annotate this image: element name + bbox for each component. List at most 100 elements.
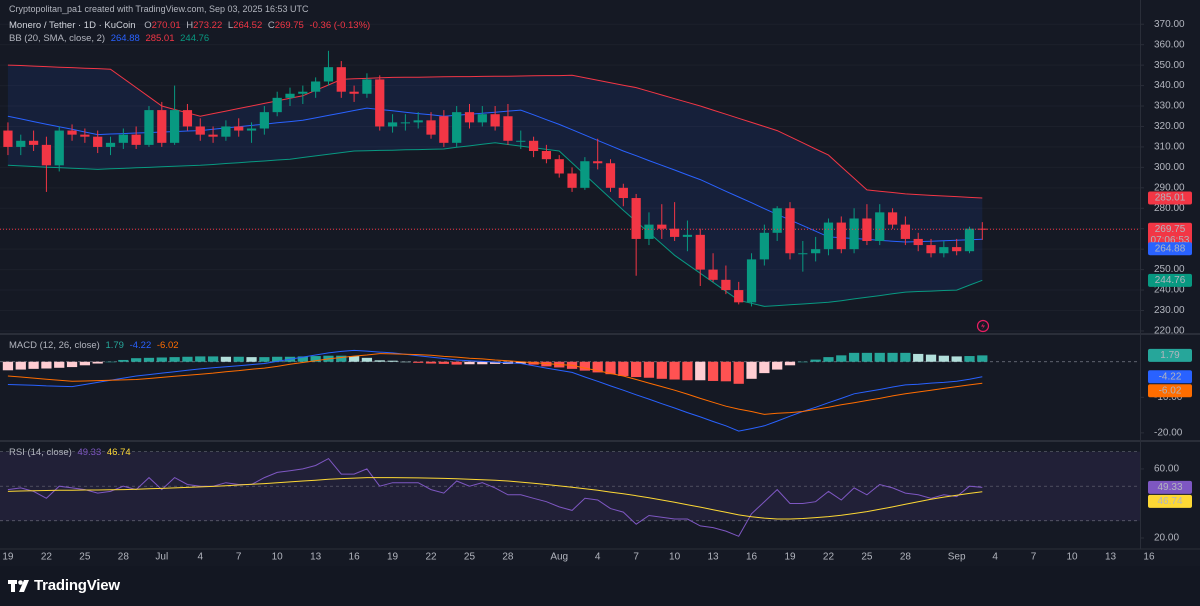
value-box (1148, 222, 1192, 247)
y-tick-label: 360.00 (1154, 39, 1185, 50)
candle-body (105, 142, 116, 147)
candle-body (541, 151, 552, 160)
candle-body (503, 116, 513, 141)
candle-body (387, 122, 398, 127)
candle-body (375, 79, 385, 127)
candle-body (977, 228, 987, 230)
x-tick-label: Sep (948, 552, 966, 563)
histogram-bar (746, 361, 757, 379)
histogram-bar (784, 361, 796, 366)
value-box (1148, 370, 1192, 384)
histogram-bar (182, 356, 193, 362)
x-tick-label: 10 (272, 552, 284, 563)
candle-body (118, 134, 128, 143)
change: -0.36 (-0.13%) (309, 20, 371, 31)
logo-part (11, 580, 15, 592)
candle-body (785, 208, 795, 254)
rsi-legend: RSI (14, close) 49.33 46.74 (9, 447, 134, 458)
candle-body (926, 245, 936, 254)
indicator-value: 49.33 (77, 447, 102, 458)
candle-body (221, 126, 231, 137)
x-tick-label: 7 (236, 552, 242, 563)
histogram-bar (425, 361, 437, 364)
y-tick-label: 290.00 (1154, 182, 1185, 193)
y-tick-label: 300.00 (1154, 162, 1185, 173)
value-label: 1.79 (1160, 350, 1180, 361)
candle-body (631, 198, 641, 239)
histogram-bar (400, 361, 411, 363)
histogram-bar (951, 356, 962, 362)
x-tick-label: 10 (1066, 552, 1078, 563)
indicator-line (7, 353, 983, 415)
histogram-bar (413, 361, 424, 363)
candle-body (349, 91, 359, 94)
alert-circle (976, 319, 990, 333)
candle-body (144, 110, 154, 145)
candle-body (426, 120, 436, 135)
band-line (7, 142, 983, 307)
x-tick-label: 13 (310, 552, 322, 563)
indicator-label: MACD (12, 26, close) (9, 340, 100, 351)
y-tick-label: -10.00 (1154, 392, 1183, 403)
candle-body (618, 187, 628, 199)
x-tick-label: Jul (155, 552, 168, 563)
indicator-line (7, 457, 983, 537)
y-tick-label: 280.00 (1154, 203, 1185, 214)
ohlc-value: 269.75 (274, 20, 304, 31)
indicator-line (7, 477, 983, 520)
x-tick-label: 16 (1143, 552, 1155, 563)
candle-body (964, 228, 975, 252)
y-tick-label: 310.00 (1154, 142, 1185, 153)
indicator-value: -4.22 (129, 340, 152, 351)
candle-body (452, 112, 462, 143)
x-tick-label: 28 (118, 552, 130, 563)
candle-body (272, 97, 282, 113)
macd-pane (0, 349, 1140, 432)
histogram-bar (900, 352, 911, 362)
value-label: -6.02 (1159, 385, 1182, 396)
histogram-bar (105, 361, 116, 363)
indicator-value: 1.79 (105, 340, 124, 351)
histogram-bar (220, 356, 232, 362)
value-box (1148, 494, 1192, 508)
x-tick-label: 19 (387, 552, 399, 563)
histogram-bar (374, 360, 385, 362)
candle-body (80, 134, 90, 137)
candle-body (157, 110, 167, 143)
logo-part (19, 580, 29, 592)
candle-body (836, 222, 846, 250)
value-label: 46.74 (1157, 496, 1182, 507)
histogram-bar (925, 354, 937, 362)
histogram-bar (169, 357, 180, 362)
brand-logo (8, 580, 29, 592)
candle-body (605, 163, 616, 188)
candle-body (41, 144, 52, 166)
histogram-bar (143, 357, 155, 362)
histogram-bar (272, 356, 283, 362)
y-tick-label: 250.00 (1154, 264, 1185, 275)
candle-body (362, 79, 372, 94)
histogram-bar (131, 358, 142, 362)
histogram-bar (233, 356, 244, 362)
candle-body (567, 173, 577, 188)
histogram-bar (964, 356, 975, 362)
macd-legend: MACD (12, 26, close) 1.79 -4.22 -6.02 (9, 340, 182, 351)
candle-body (170, 110, 180, 143)
histogram-bar (810, 359, 821, 362)
candle-body (400, 122, 410, 124)
histogram-bar (15, 361, 26, 370)
x-tick-label: 25 (464, 552, 476, 563)
candle-body (67, 130, 77, 135)
x-tick-label: 13 (708, 552, 720, 563)
candle-body (298, 91, 308, 94)
candle-body (182, 110, 193, 127)
candle-body (862, 218, 872, 241)
x-tick-label: 4 (595, 552, 601, 563)
x-tick-label: 4 (992, 552, 998, 563)
x-tick-label: 16 (746, 552, 758, 563)
candle-body (900, 224, 910, 239)
candle-body (759, 232, 769, 260)
candle-body (580, 161, 590, 188)
